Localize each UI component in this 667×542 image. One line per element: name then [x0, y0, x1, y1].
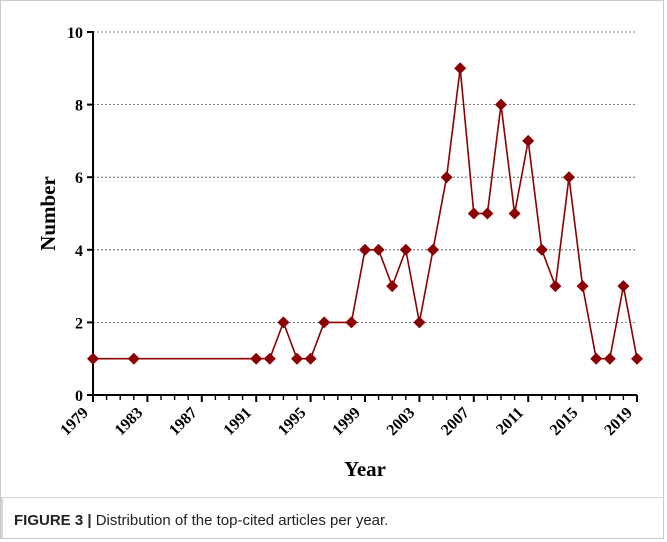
figure-caption: FIGURE 3 | Distribution of the top-cited…	[14, 512, 654, 529]
data-point	[603, 352, 616, 365]
y-axis-title: Number	[36, 176, 60, 251]
data-point	[467, 207, 480, 220]
data-point	[386, 280, 399, 293]
data-point	[454, 62, 467, 75]
data-point	[263, 352, 276, 365]
data-point	[291, 352, 303, 365]
data-point	[508, 207, 521, 220]
data-point	[304, 352, 317, 365]
y-tick-label: 0	[75, 388, 83, 405]
x-axis-title: Year	[344, 457, 386, 481]
y-tick-label: 6	[75, 170, 83, 187]
data-point	[617, 280, 630, 293]
data-point	[399, 243, 412, 256]
y-tick-label: 8	[75, 98, 83, 115]
data-point	[522, 134, 535, 147]
y-tick-label: 4	[75, 243, 83, 260]
data-point	[250, 352, 263, 365]
data-point	[318, 316, 331, 329]
data-point	[535, 243, 548, 256]
x-tick-label: 2019	[601, 404, 636, 439]
data-point	[277, 316, 290, 329]
data-point	[127, 352, 140, 365]
x-tick-label: 1995	[275, 404, 310, 439]
x-tick-label: 2003	[384, 404, 419, 439]
caption-label: FIGURE 3 |	[14, 512, 92, 529]
data-point	[576, 280, 589, 293]
data-point	[481, 207, 494, 220]
caption-divider	[1, 497, 664, 498]
chart: 0 2 4 6 8 10 1979 1983 1987 1991 1995 1999 2003 2007 2…	[36, 25, 643, 481]
x-tick-label: 1983	[112, 404, 147, 439]
x-tick-label: 2015	[547, 404, 582, 439]
y-tick-label: 10	[67, 25, 83, 42]
data-point	[563, 171, 575, 184]
caption-text: Distribution of the top-cited articles p…	[91, 512, 389, 529]
y-tick-label: 2	[75, 315, 83, 332]
data-point	[549, 280, 562, 293]
data-point	[87, 352, 99, 365]
x-tick-label: 1991	[220, 404, 255, 439]
series-line	[93, 68, 638, 360]
data-point	[413, 316, 426, 329]
data-point	[427, 243, 439, 256]
x-tick-label: 2011	[493, 404, 527, 438]
x-tick-label: 1999	[329, 404, 364, 439]
data-point	[590, 352, 603, 365]
data-point	[359, 243, 371, 256]
data-point	[631, 352, 643, 365]
x-tick-label: 1979	[57, 404, 92, 439]
data-point	[495, 98, 507, 111]
x-tick-label: 2007	[438, 404, 473, 439]
data-point	[372, 243, 385, 256]
caption-accent-bar	[1, 497, 3, 538]
data-point	[440, 171, 453, 184]
x-tick-label: 1987	[166, 404, 201, 439]
data-point	[345, 316, 358, 329]
